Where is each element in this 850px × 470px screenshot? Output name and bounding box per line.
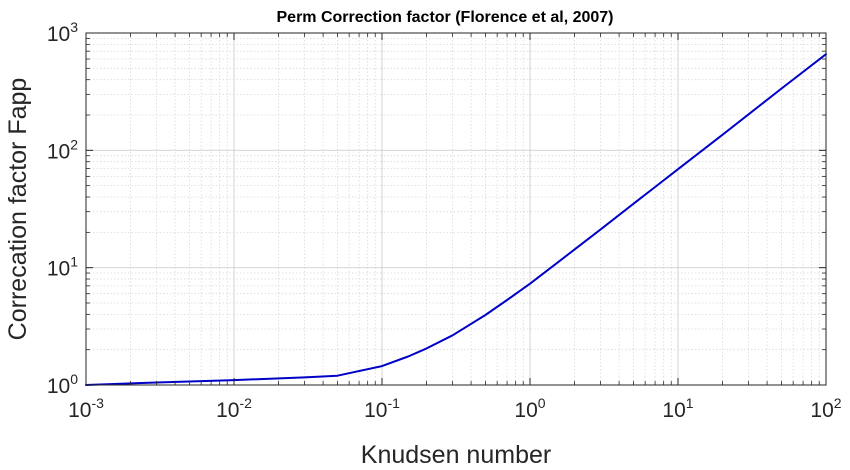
x-tick-base: 10 <box>364 399 387 422</box>
series-layer <box>85 53 827 386</box>
y-tick-label: 103 <box>47 19 78 46</box>
x-tick-base: 10 <box>662 399 685 422</box>
x-tick-base: 10 <box>810 399 833 422</box>
y-tick-exponent: 3 <box>70 19 78 35</box>
x-tick-exponent: -3 <box>91 395 104 411</box>
plot-frame <box>85 32 827 386</box>
tick-marks <box>85 32 827 386</box>
chart-title: Perm Correction factor (Florence et al, … <box>277 9 614 26</box>
x-tick-exponent: -1 <box>387 395 400 411</box>
y-tick-exponent: 2 <box>70 136 78 152</box>
x-tick-label: 100 <box>514 395 545 422</box>
series-line-1 <box>85 53 827 386</box>
plot-area <box>86 33 826 385</box>
x-tick-labels: 10-3 10-2 10-1 100 101 102 <box>68 395 842 422</box>
x-tick-exponent: 2 <box>834 395 842 411</box>
y-tick-exponent: 0 <box>70 371 78 387</box>
y-tick-base: 10 <box>47 140 70 163</box>
y-tick-base: 10 <box>47 258 70 281</box>
y-tick-base: 10 <box>47 23 70 46</box>
x-tick-base: 10 <box>514 399 537 422</box>
x-tick-label: 101 <box>662 395 693 422</box>
x-tick-base: 10 <box>68 399 91 422</box>
y-tick-exponent: 1 <box>70 254 78 270</box>
x-tick-exponent: 1 <box>686 395 694 411</box>
x-tick-label: 10-1 <box>364 395 400 422</box>
x-tick-label: 10-3 <box>68 395 104 422</box>
y-tick-base: 10 <box>47 375 70 398</box>
x-axis-label: Knudsen number <box>361 441 551 469</box>
x-tick-exponent: 0 <box>538 395 546 411</box>
y-axis-label: Correcation factor Fapp <box>4 78 32 341</box>
minor-grid <box>86 33 826 385</box>
y-tick-label: 100 <box>47 371 78 398</box>
x-tick-label: 102 <box>810 395 841 422</box>
x-tick-label: 10-2 <box>216 395 252 422</box>
y-tick-label: 101 <box>47 254 78 281</box>
x-tick-base: 10 <box>216 399 239 422</box>
x-tick-exponent: -2 <box>239 395 252 411</box>
y-tick-label: 102 <box>47 136 78 163</box>
